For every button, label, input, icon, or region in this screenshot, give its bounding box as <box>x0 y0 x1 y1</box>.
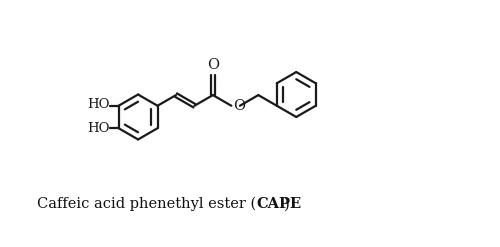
Text: ): ) <box>284 197 290 211</box>
Text: O: O <box>233 99 245 113</box>
Text: CAPE: CAPE <box>256 197 302 211</box>
Text: O: O <box>207 58 220 72</box>
Text: HO: HO <box>87 99 110 111</box>
Text: Caffeic acid phenethyl ester (: Caffeic acid phenethyl ester ( <box>37 197 256 211</box>
Text: HO: HO <box>87 123 110 136</box>
